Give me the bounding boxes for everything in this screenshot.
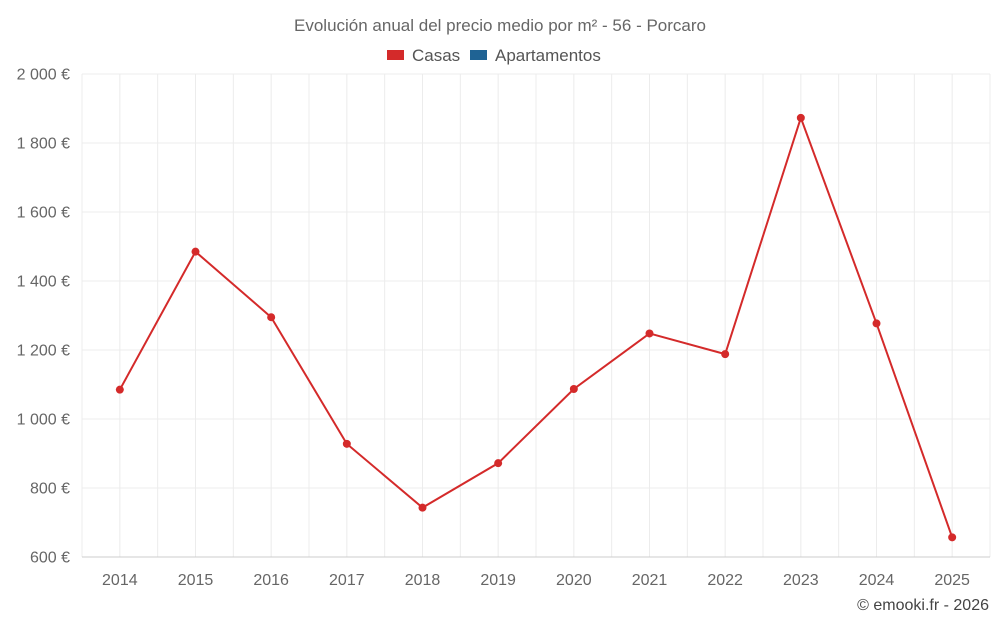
legend-label-casas[interactable]: Casas xyxy=(412,46,460,65)
x-tick-label: 2025 xyxy=(934,572,970,589)
legend-label-apartamentos[interactable]: Apartamentos xyxy=(495,46,601,65)
series-line-casas xyxy=(118,114,954,538)
legend-swatch-apartamentos xyxy=(470,50,487,60)
data-point[interactable] xyxy=(645,329,654,338)
series xyxy=(115,113,957,542)
x-tick-label: 2014 xyxy=(102,572,138,589)
data-point[interactable] xyxy=(948,533,957,542)
axes: 600 € 800 € 1 000 € 1 200 € 1 400 € 1 600 € 1 … xyxy=(17,67,990,589)
x-tick-label: 2021 xyxy=(632,572,668,589)
x-tick-label: 2022 xyxy=(707,572,743,589)
x-tick-label: 2015 xyxy=(178,572,214,589)
y-tick-label: 1 000 € xyxy=(17,412,70,429)
grid xyxy=(81,73,991,557)
y-tick-label: 1 800 € xyxy=(17,136,70,153)
y-tick-label: 600 € xyxy=(30,550,70,567)
legend: Casas Apartamentos xyxy=(387,46,601,65)
x-tick-label: 2024 xyxy=(859,572,895,589)
y-tick-label: 2 000 € xyxy=(17,67,70,84)
x-tick-label: 2016 xyxy=(253,572,289,589)
data-point[interactable] xyxy=(569,384,578,393)
data-point[interactable] xyxy=(418,503,427,512)
x-tick-label: 2019 xyxy=(480,572,516,589)
data-point[interactable] xyxy=(191,247,200,256)
chart-title: Evolución anual del precio medio por m² … xyxy=(294,16,706,35)
x-tick-label: 2018 xyxy=(405,572,441,589)
data-point[interactable] xyxy=(267,313,276,322)
x-tick-label: 2017 xyxy=(329,572,365,589)
data-point[interactable] xyxy=(494,459,503,468)
data-point[interactable] xyxy=(721,350,730,359)
y-tick-label: 1 200 € xyxy=(17,343,70,360)
x-tick-label: 2020 xyxy=(556,572,592,589)
data-point[interactable] xyxy=(796,113,805,122)
data-point[interactable] xyxy=(342,439,351,448)
y-tick-label: 1 400 € xyxy=(17,274,70,291)
data-point[interactable] xyxy=(872,319,881,328)
y-tick-label: 1 600 € xyxy=(17,205,70,222)
y-tick-label: 800 € xyxy=(30,481,70,498)
x-tick-label: 2023 xyxy=(783,572,819,589)
credit-text: © emooki.fr - 2026 xyxy=(857,597,989,614)
data-point[interactable] xyxy=(115,385,124,394)
legend-swatch-casas xyxy=(387,50,404,60)
